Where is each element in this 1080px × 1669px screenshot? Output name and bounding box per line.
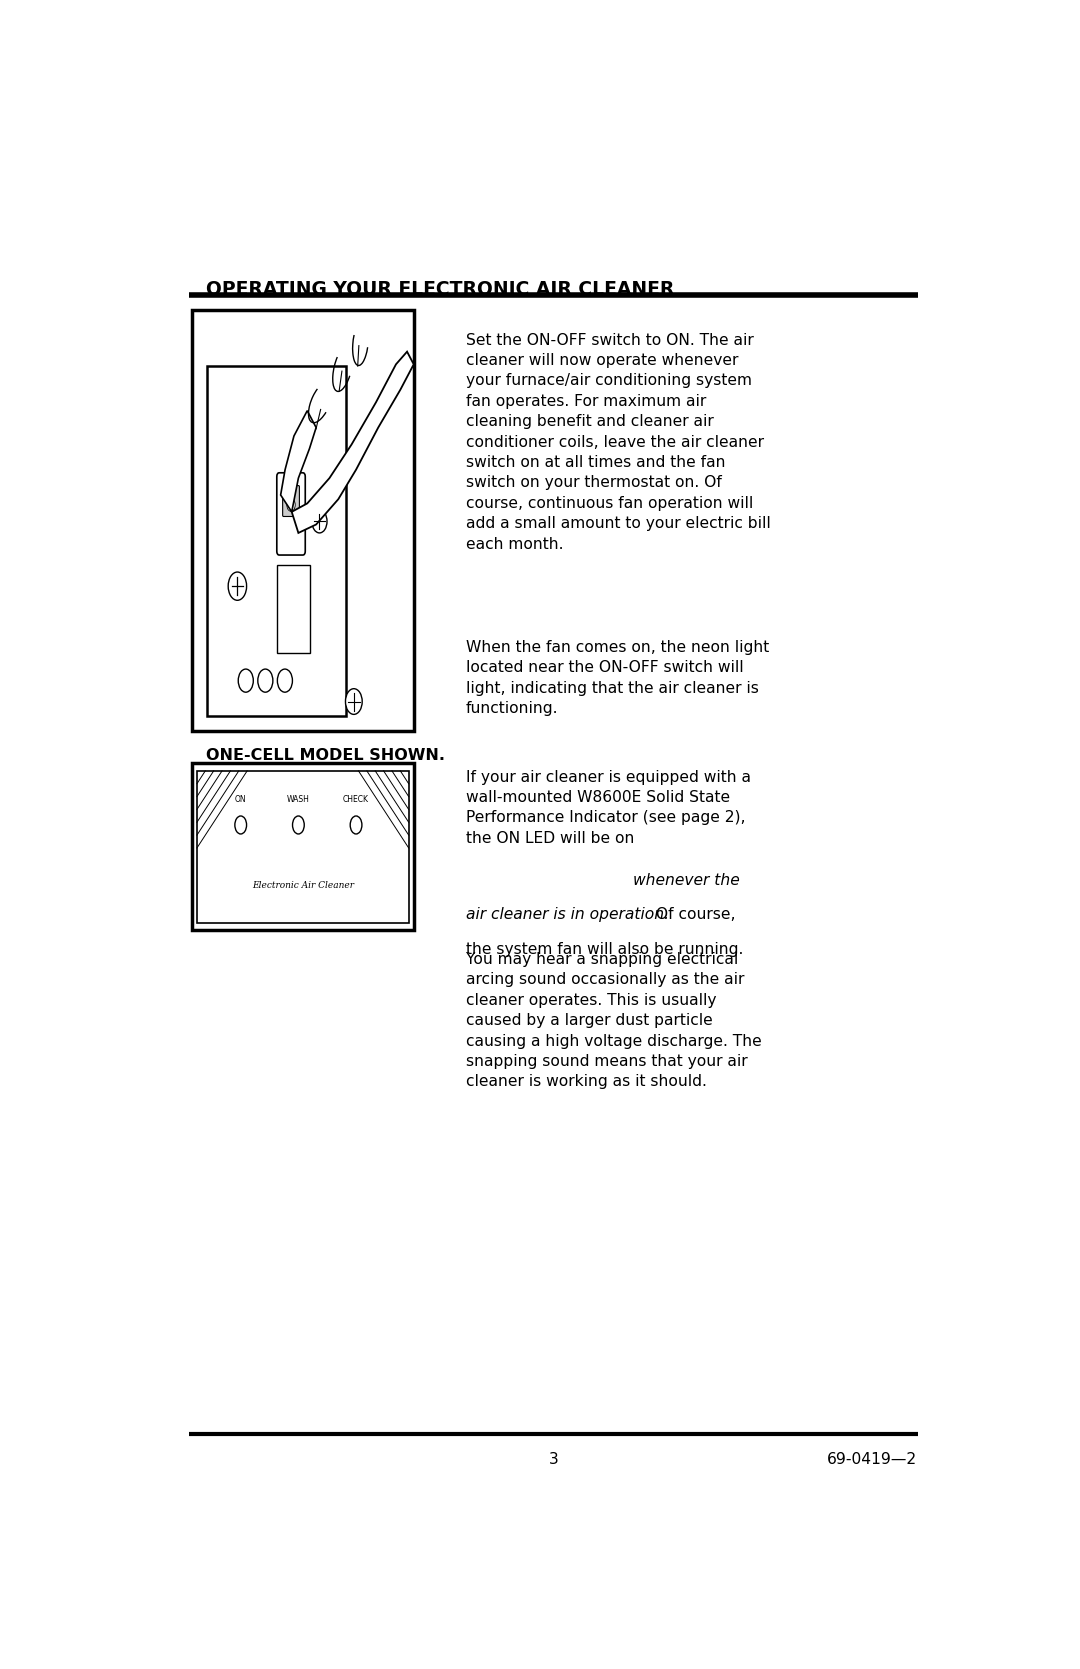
Text: You may hear a snapping electrical
arcing sound occasionally as the air
cleaner : You may hear a snapping electrical arcin… xyxy=(465,951,761,1090)
Circle shape xyxy=(258,669,273,693)
Bar xyxy=(197,771,408,923)
Text: 69-0419—2: 69-0419—2 xyxy=(826,1452,917,1467)
Text: Electronic Air Cleaner: Electronic Air Cleaner xyxy=(252,881,354,890)
Text: ONE-CELL MODEL SHOWN.: ONE-CELL MODEL SHOWN. xyxy=(206,748,445,763)
Text: CHECK: CHECK xyxy=(343,796,369,804)
Circle shape xyxy=(346,689,362,714)
Text: ON: ON xyxy=(235,796,246,804)
Polygon shape xyxy=(292,352,414,532)
Text: OPERATING YOUR ELECTRONIC AIR CLEANER: OPERATING YOUR ELECTRONIC AIR CLEANER xyxy=(206,280,675,299)
FancyBboxPatch shape xyxy=(276,472,306,556)
Circle shape xyxy=(287,499,295,511)
Text: If your air cleaner is equipped with a
wall-mounted W8600E Solid State
Performan: If your air cleaner is equipped with a w… xyxy=(465,769,751,846)
Text: 3: 3 xyxy=(549,1452,558,1467)
Circle shape xyxy=(312,509,327,532)
Circle shape xyxy=(350,816,362,834)
FancyBboxPatch shape xyxy=(283,486,299,516)
Text: Of course,: Of course, xyxy=(651,908,735,923)
Bar xyxy=(276,566,310,653)
Circle shape xyxy=(278,669,293,693)
Circle shape xyxy=(239,669,254,693)
Text: Set the ON-OFF switch to ON. The air
cleaner will now operate whenever
your furn: Set the ON-OFF switch to ON. The air cle… xyxy=(465,332,770,552)
Bar xyxy=(192,763,414,930)
Circle shape xyxy=(293,816,305,834)
Bar xyxy=(206,366,347,716)
Text: When the fan comes on, the neon light
located near the ON-OFF switch will
light,: When the fan comes on, the neon light lo… xyxy=(465,639,769,716)
Text: WASH: WASH xyxy=(287,796,310,804)
Bar xyxy=(192,309,414,731)
Text: air cleaner is in operation.: air cleaner is in operation. xyxy=(465,908,669,923)
Text: the system fan will also be running.: the system fan will also be running. xyxy=(465,941,743,956)
Polygon shape xyxy=(281,411,316,512)
Circle shape xyxy=(228,572,246,601)
Circle shape xyxy=(234,816,246,834)
Text: whenever the: whenever the xyxy=(633,873,740,888)
